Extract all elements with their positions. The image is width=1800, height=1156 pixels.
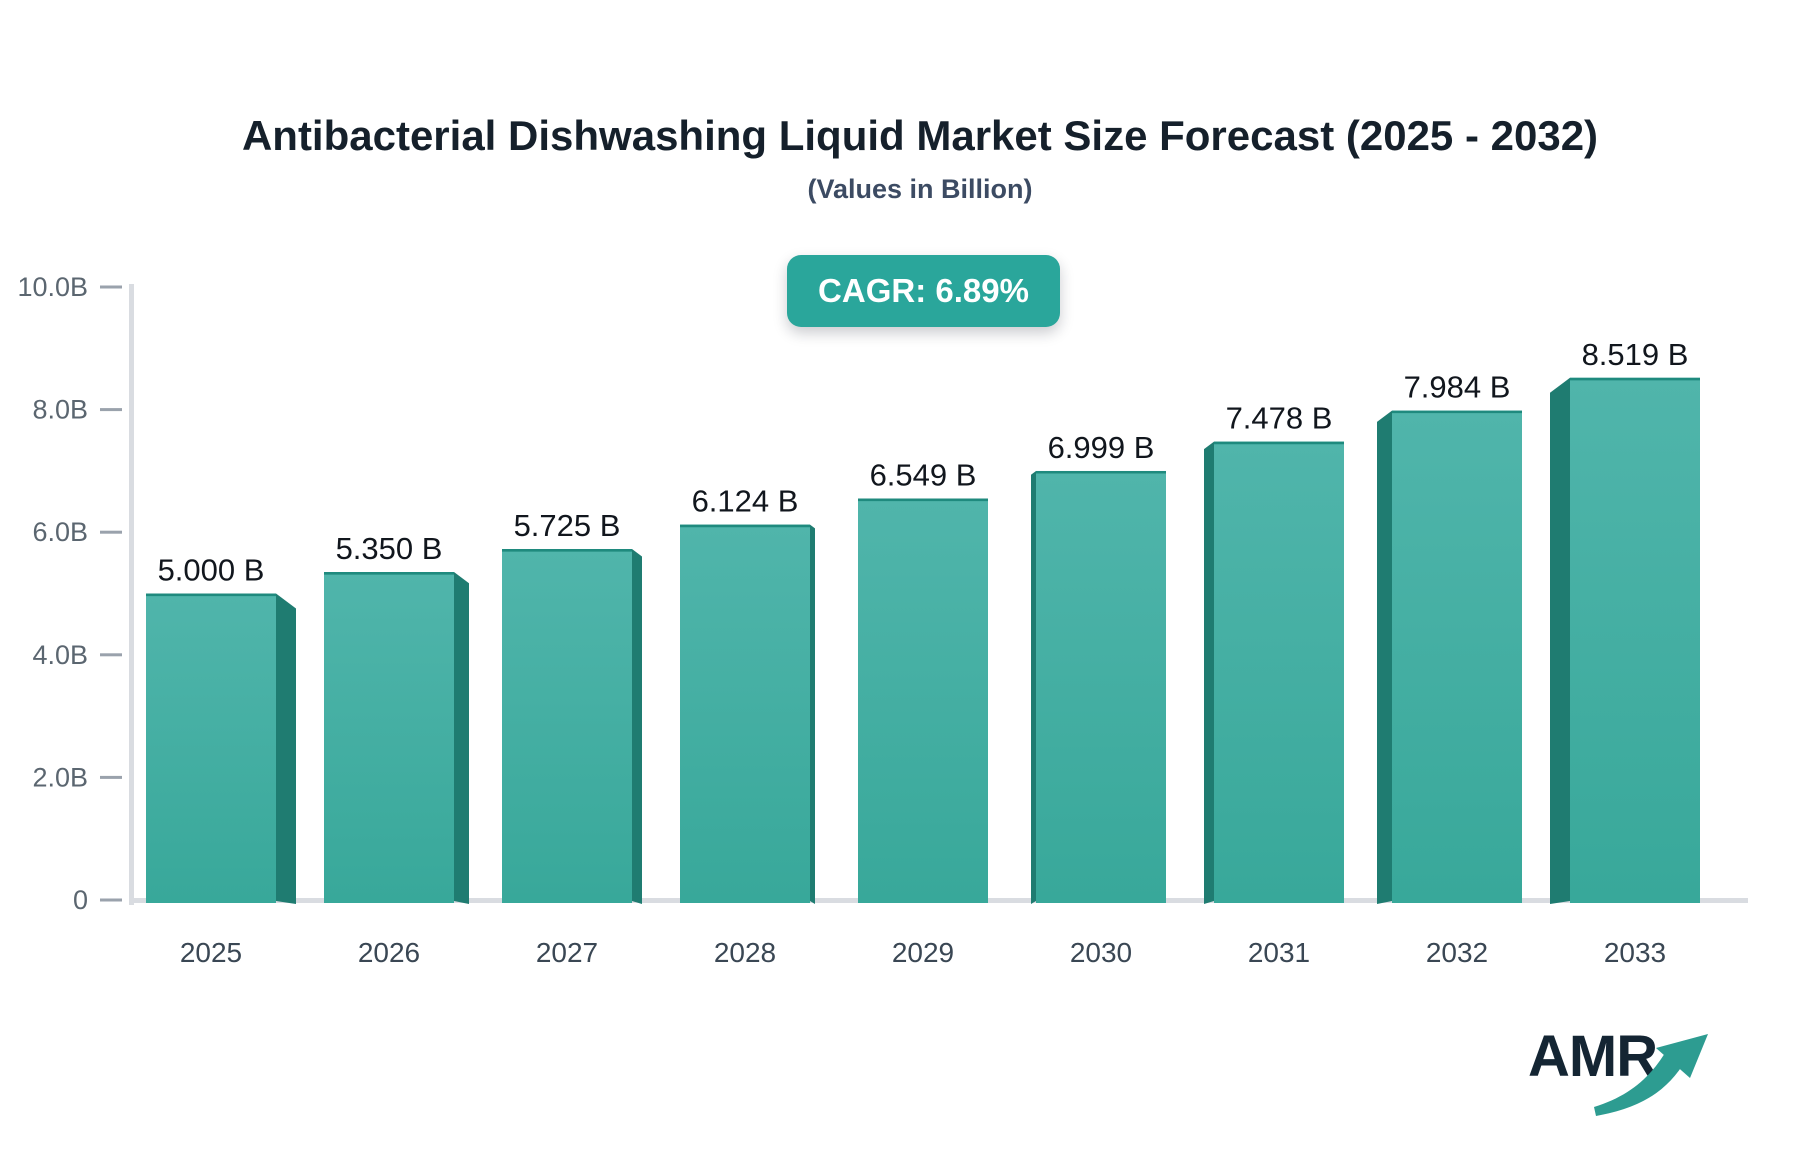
labels: 5.000 B 2025 5.350 B 2026 5.725 B 2027 6.124 B… — [158, 337, 1689, 968]
x-axis-label: 2030 — [1070, 937, 1132, 968]
x-axis-label: 2029 — [892, 937, 954, 968]
y-axis-line — [129, 284, 134, 905]
x-axis-label: 2026 — [358, 937, 420, 968]
x-axis-label: 2032 — [1426, 937, 1488, 968]
cagr-badge: CAGR: 6.89% — [787, 255, 1060, 327]
y-tick-label: 10.0B — [17, 272, 88, 302]
y-tick-mark — [100, 653, 122, 657]
chart-subtitle: (Values in Billion) — [807, 174, 1033, 204]
bar-value-label: 8.519 B — [1582, 337, 1689, 372]
y-tick-label: 4.0B — [32, 640, 88, 670]
bar — [1570, 377, 1700, 904]
y-tick-label: 2.0B — [32, 762, 88, 792]
logo-arrow-icon — [1594, 1034, 1708, 1116]
amr-logo: AMR — [1528, 1028, 1728, 1128]
bar-side-face — [454, 572, 469, 904]
x-axis-label: 2031 — [1248, 937, 1310, 968]
bar-side-face — [1204, 441, 1214, 904]
chart-title: Antibacterial Dishwashing Liquid Market … — [241, 112, 1599, 159]
y-tick-mark — [100, 530, 122, 534]
bar — [146, 593, 276, 903]
bar — [324, 572, 454, 903]
bar-value-label: 6.999 B — [1048, 430, 1155, 465]
cagr-badge-label: CAGR: 6.89% — [818, 272, 1029, 309]
y-tick-label: 8.0B — [32, 395, 88, 425]
y-tick-label: 0 — [73, 885, 88, 915]
bar-value-label: 5.000 B — [158, 553, 265, 588]
bar — [1036, 470, 1166, 903]
bar-side-face — [1031, 470, 1036, 904]
bar-side-face — [276, 593, 296, 904]
y-tick-mark — [100, 285, 122, 289]
bar-side-face — [632, 549, 642, 904]
bars — [146, 377, 1700, 905]
bar-side-face — [1550, 377, 1570, 905]
bar — [502, 549, 632, 903]
bar-value-label: 5.350 B — [336, 531, 443, 566]
y-tick-mark — [100, 898, 122, 902]
bar-value-label: 5.725 B — [514, 508, 621, 543]
bar-value-label: 6.124 B — [692, 484, 799, 519]
bar-value-label: 7.478 B — [1226, 401, 1333, 436]
bar — [858, 498, 988, 903]
y-tick-mark — [100, 408, 122, 412]
amr-logo-text: AMR — [1528, 1024, 1658, 1089]
y-tick-label: 6.0B — [32, 517, 88, 547]
x-axis-label: 2027 — [536, 937, 598, 968]
y-tick-mark — [100, 775, 122, 779]
x-axis-label: 2033 — [1604, 937, 1666, 968]
bar — [680, 524, 810, 903]
bar-side-face — [1377, 410, 1392, 904]
x-axis-label: 2025 — [180, 937, 242, 968]
bar — [1214, 441, 1344, 903]
bar-side-face — [810, 524, 815, 904]
bar-value-label: 7.984 B — [1404, 370, 1511, 405]
bar-value-label: 6.549 B — [870, 458, 977, 493]
bar — [1392, 410, 1522, 903]
x-axis-label: 2028 — [714, 937, 776, 968]
